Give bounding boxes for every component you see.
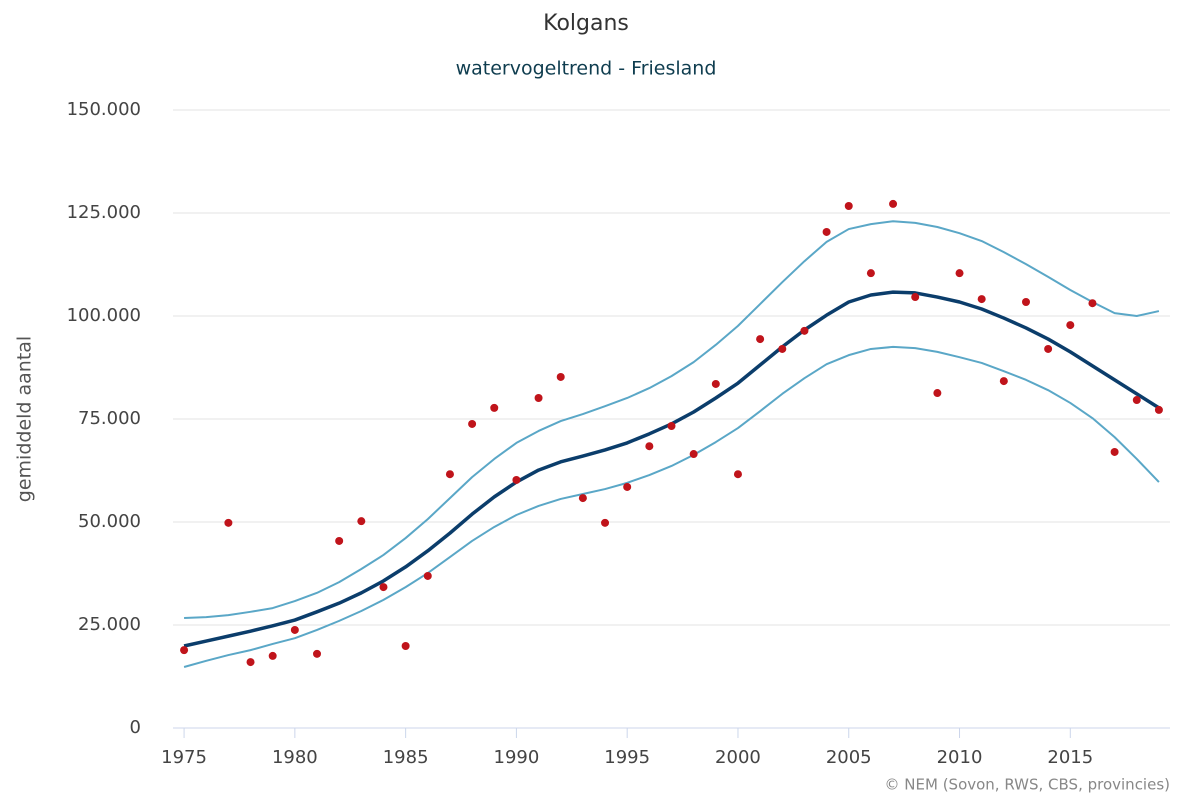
data-point	[977, 295, 986, 304]
y-tick-label: 150.000	[67, 99, 141, 120]
data-point	[401, 642, 410, 651]
x-tick-label: 1990	[494, 747, 540, 768]
data-point	[955, 269, 964, 278]
data-point	[534, 393, 543, 402]
data-point	[357, 517, 366, 526]
trend-line	[183, 290, 1160, 648]
data-point	[1110, 447, 1119, 456]
x-tick-label: 2005	[826, 747, 872, 768]
data-point	[756, 335, 765, 344]
data-point	[246, 658, 255, 667]
chart-title: Kolgans	[543, 11, 629, 36]
data-point	[1066, 321, 1075, 330]
x-tick-label: 1975	[161, 747, 207, 768]
data-point	[578, 494, 587, 503]
data-point	[911, 293, 920, 302]
data-point	[468, 419, 477, 428]
data-point	[866, 269, 875, 278]
credits: © NEM (Sovon, RWS, CBS, provincies)	[885, 776, 1170, 794]
data-point	[601, 518, 610, 527]
x-tick-label: 2000	[715, 747, 761, 768]
data-point	[623, 482, 632, 491]
y-tick-label: 25.000	[78, 614, 141, 635]
data-point	[889, 199, 898, 208]
data-point	[844, 201, 853, 210]
data-point	[445, 470, 454, 479]
data-point	[379, 583, 388, 592]
x-tick-label: 1985	[383, 747, 429, 768]
x-tick-label: 2010	[937, 747, 983, 768]
data-point	[1021, 297, 1030, 306]
y-tick-label: 100.000	[67, 305, 141, 326]
x-tick-label: 1995	[604, 747, 650, 768]
chart-subtitle: watervogeltrend - Friesland	[456, 58, 717, 80]
data-point	[711, 379, 720, 388]
y-tick-label: 125.000	[67, 202, 141, 223]
x-tick-label: 2015	[1047, 747, 1093, 768]
data-point	[313, 649, 322, 658]
data-point	[999, 377, 1008, 386]
data-point	[822, 227, 831, 236]
data-point	[1088, 299, 1097, 308]
data-point	[556, 372, 565, 381]
trend-line	[184, 220, 1160, 619]
data-point	[667, 422, 676, 431]
y-axis-label: gemiddeld aantal	[14, 336, 36, 502]
y-tick-label: 75.000	[78, 408, 141, 429]
data-point	[645, 442, 654, 451]
y-tick-label: 50.000	[78, 511, 141, 532]
y-tick-label: 0	[130, 717, 141, 738]
data-point	[490, 403, 499, 412]
data-point	[733, 470, 742, 479]
data-point	[512, 475, 521, 484]
data-point	[1132, 396, 1141, 405]
data-point	[800, 326, 809, 335]
data-point	[335, 536, 344, 545]
trend-line	[183, 345, 1160, 668]
data-point	[180, 646, 189, 655]
data-point	[290, 625, 299, 634]
data-point	[268, 651, 277, 660]
data-point	[778, 344, 787, 353]
data-point	[933, 389, 942, 398]
data-point	[1154, 405, 1163, 414]
data-point	[689, 450, 698, 459]
x-tick-label: 1980	[272, 747, 318, 768]
data-point	[224, 518, 233, 527]
data-point	[1044, 344, 1053, 353]
data-point	[423, 571, 432, 580]
